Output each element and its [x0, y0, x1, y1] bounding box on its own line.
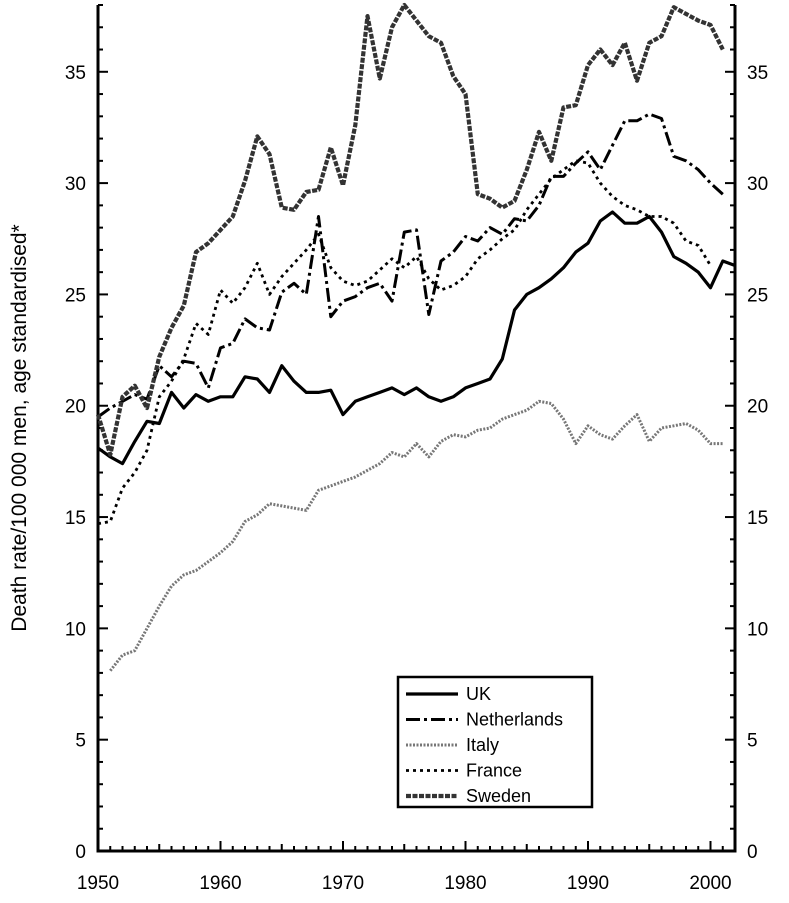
legend-label-italy: Italy: [466, 735, 499, 755]
series-line-uk: [97, 210, 736, 466]
series-line-netherlands: [97, 112, 724, 419]
y-tick-label-left: 15: [65, 508, 86, 529]
legend-items: UK Netherlands Italy France Sweden: [406, 684, 563, 806]
y-tick-label-left: 30: [65, 174, 86, 195]
axis-ticks: 0 0 5 5 10 10 15 15 20 20 25 25 30 30 35 35 1950 1960 1970…: [65, 4, 768, 894]
y-tick-label-left: 20: [65, 397, 86, 418]
y-tick-label-left: 35: [65, 63, 86, 84]
y-tick-label-left: 0: [75, 842, 86, 863]
series-line-france: [97, 159, 712, 526]
y-axis-title: Death rate/100 000 men, age standardised…: [8, 224, 31, 631]
y-tick-label-right: 5: [747, 731, 758, 752]
series-lines: [95, 2, 736, 672]
legend-box: [396, 675, 594, 809]
y-tick-label-left: 10: [65, 619, 86, 640]
series-line-italy: [109, 399, 723, 672]
y-tick-label-right: 0: [747, 842, 758, 863]
y-tick-label-right: 15: [747, 508, 768, 529]
y-tick-label-right: 20: [747, 397, 768, 418]
x-tick-label: 1990: [567, 873, 609, 894]
x-tick-label: 2000: [689, 873, 731, 894]
x-tick-label: 1960: [199, 873, 241, 894]
legend-label-uk: UK: [466, 684, 491, 704]
y-tick-label-right: 30: [747, 174, 768, 195]
series-line-sweden: [95, 2, 725, 457]
legend-label-sweden: Sweden: [466, 786, 531, 806]
legend: UK Netherlands Italy France Sweden: [396, 675, 594, 809]
legend-label-netherlands: Netherlands: [466, 710, 563, 730]
x-tick-label: 1970: [322, 873, 364, 894]
x-tick-label: 1950: [77, 873, 119, 894]
y-tick-label-left: 25: [65, 285, 86, 306]
y-tick-label-left: 5: [75, 731, 86, 752]
y-tick-label-right: 35: [747, 63, 768, 84]
y-tick-label-right: 25: [747, 285, 768, 306]
x-tick-label: 1980: [444, 873, 486, 894]
y-tick-label-right: 10: [747, 619, 768, 640]
legend-label-france: France: [466, 761, 522, 781]
